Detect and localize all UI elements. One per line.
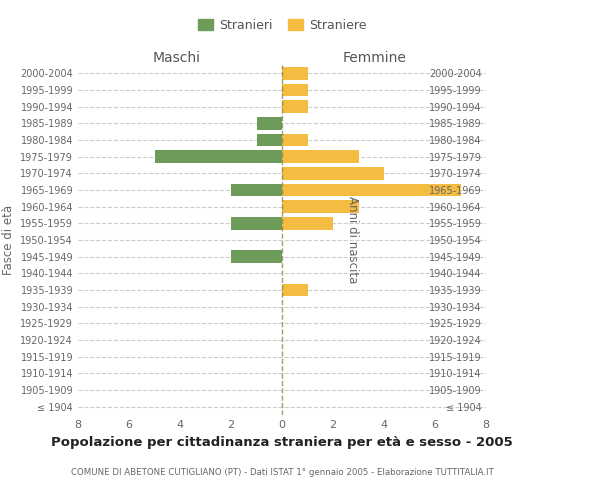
Bar [282, 67, 308, 80]
Bar [155, 150, 282, 163]
Text: Maschi: Maschi [153, 50, 201, 64]
Bar [282, 100, 308, 113]
Text: COMUNE DI ABETONE CUTIGLIANO (PT) - Dati ISTAT 1° gennaio 2005 - Elaborazione TU: COMUNE DI ABETONE CUTIGLIANO (PT) - Dati… [71, 468, 493, 477]
Bar [282, 167, 384, 179]
Y-axis label: Fasce di età: Fasce di età [2, 205, 15, 275]
Bar [282, 150, 359, 163]
Bar [282, 200, 359, 213]
Text: Femmine: Femmine [343, 50, 407, 64]
Bar [231, 250, 282, 263]
Bar [257, 117, 282, 130]
Bar [282, 84, 308, 96]
Bar [231, 217, 282, 230]
Text: Popolazione per cittadinanza straniera per età e sesso - 2005: Popolazione per cittadinanza straniera p… [51, 436, 513, 449]
Bar [282, 134, 308, 146]
Bar [282, 284, 308, 296]
Bar [282, 217, 333, 230]
Legend: Stranieri, Straniere: Stranieri, Straniere [193, 14, 371, 37]
Y-axis label: Anni di nascita: Anni di nascita [346, 196, 359, 284]
Bar [282, 184, 461, 196]
Bar [231, 184, 282, 196]
Bar [257, 134, 282, 146]
